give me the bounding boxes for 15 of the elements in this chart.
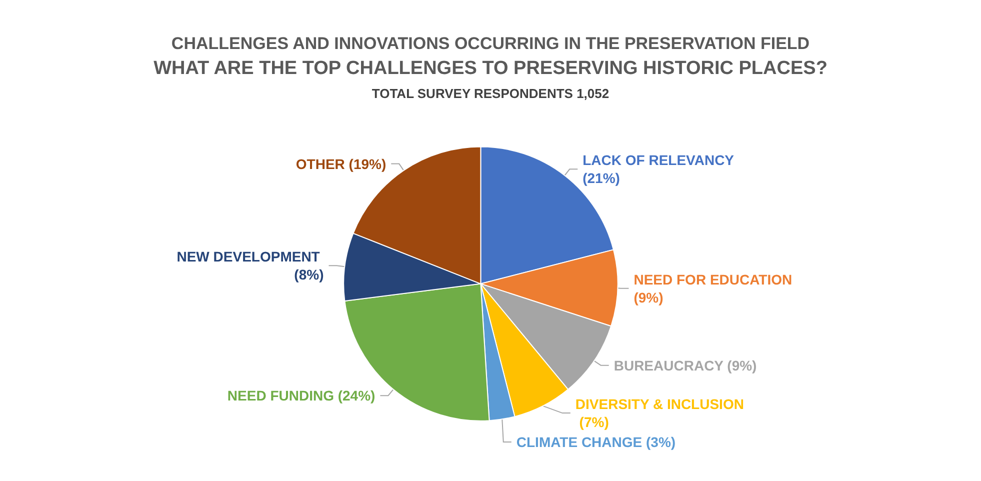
slice-label: NEW DEVELOPMENT: [176, 248, 324, 265]
slice-label: LACK OF RELEVANCY: [582, 152, 738, 168]
data-label: (7%): [575, 414, 609, 430]
slice-label: BUREAUCRACY (9%): [614, 357, 757, 374]
text: TOTAL SURVEY RESPONDENTS 1,052: [372, 86, 610, 101]
chart-subtitle: WHAT ARE THE TOP CHALLENGES TO PRESERVING HISTORIC PLACES?: [154, 58, 828, 79]
slice-label: CLIMATE CHANGE (3%): [516, 434, 676, 450]
data-label: (21%): [582, 170, 620, 186]
data-label: (9%): [634, 289, 664, 306]
slice-label: DIVERSITY & INCLUSION: [575, 396, 744, 412]
slice-label: NEED FOR EDUCATION: [634, 271, 796, 288]
data-label: (8%): [294, 266, 324, 283]
chart-title: CHALLENGES AND INNOVATIONS OCCURRING IN THE PRESERVATION FIELD: [171, 34, 810, 53]
slice-label: NEED FUNDING (24%): [227, 388, 376, 404]
slice-label: OTHER (19%): [296, 156, 386, 172]
